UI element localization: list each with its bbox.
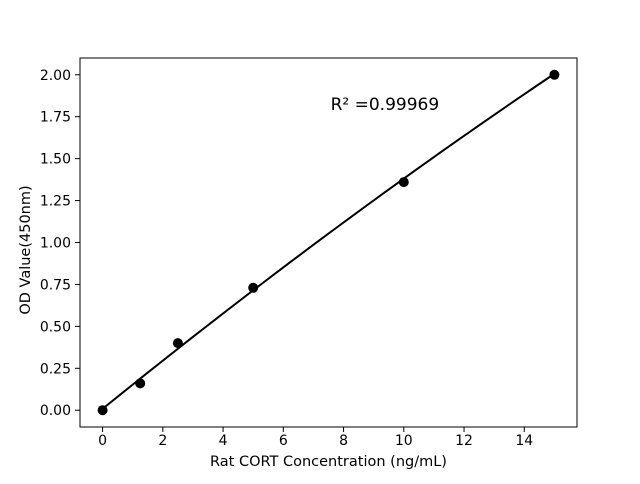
data-point <box>97 405 108 416</box>
y-tick-label: 0.75 <box>40 277 71 293</box>
data-point <box>398 177 409 188</box>
x-axis-label: Rat CORT Concentration (ng/mL) <box>210 454 447 470</box>
x-tick-label: 8 <box>339 433 348 449</box>
data-point <box>135 378 146 389</box>
y-tick-label: 1.75 <box>40 110 71 126</box>
y-tick-label: 0.50 <box>40 319 71 335</box>
x-tick-label: 14 <box>515 433 533 449</box>
y-axis-label: OD Value(450nm) <box>18 185 34 314</box>
fit-line <box>101 72 556 410</box>
y-tick-label: 1.25 <box>40 194 71 210</box>
y-tick-label: 1.50 <box>40 152 71 168</box>
x-tick-label: 12 <box>455 433 473 449</box>
x-tick-label: 0 <box>98 433 107 449</box>
r-squared-annotation: R² =0.99969 <box>331 95 440 115</box>
x-tick-label: 4 <box>219 433 228 449</box>
data-point <box>248 282 259 293</box>
data-point <box>549 69 560 80</box>
x-tick-label: 6 <box>279 433 288 449</box>
y-tick-label: 0.00 <box>40 403 71 419</box>
y-tick-label: 1.00 <box>40 236 71 252</box>
y-tick-label: 0.25 <box>40 361 71 377</box>
x-tick-label: 2 <box>158 433 167 449</box>
x-tick-label: 10 <box>395 433 413 449</box>
data-point <box>172 338 183 349</box>
y-tick-label: 2.00 <box>40 68 71 84</box>
